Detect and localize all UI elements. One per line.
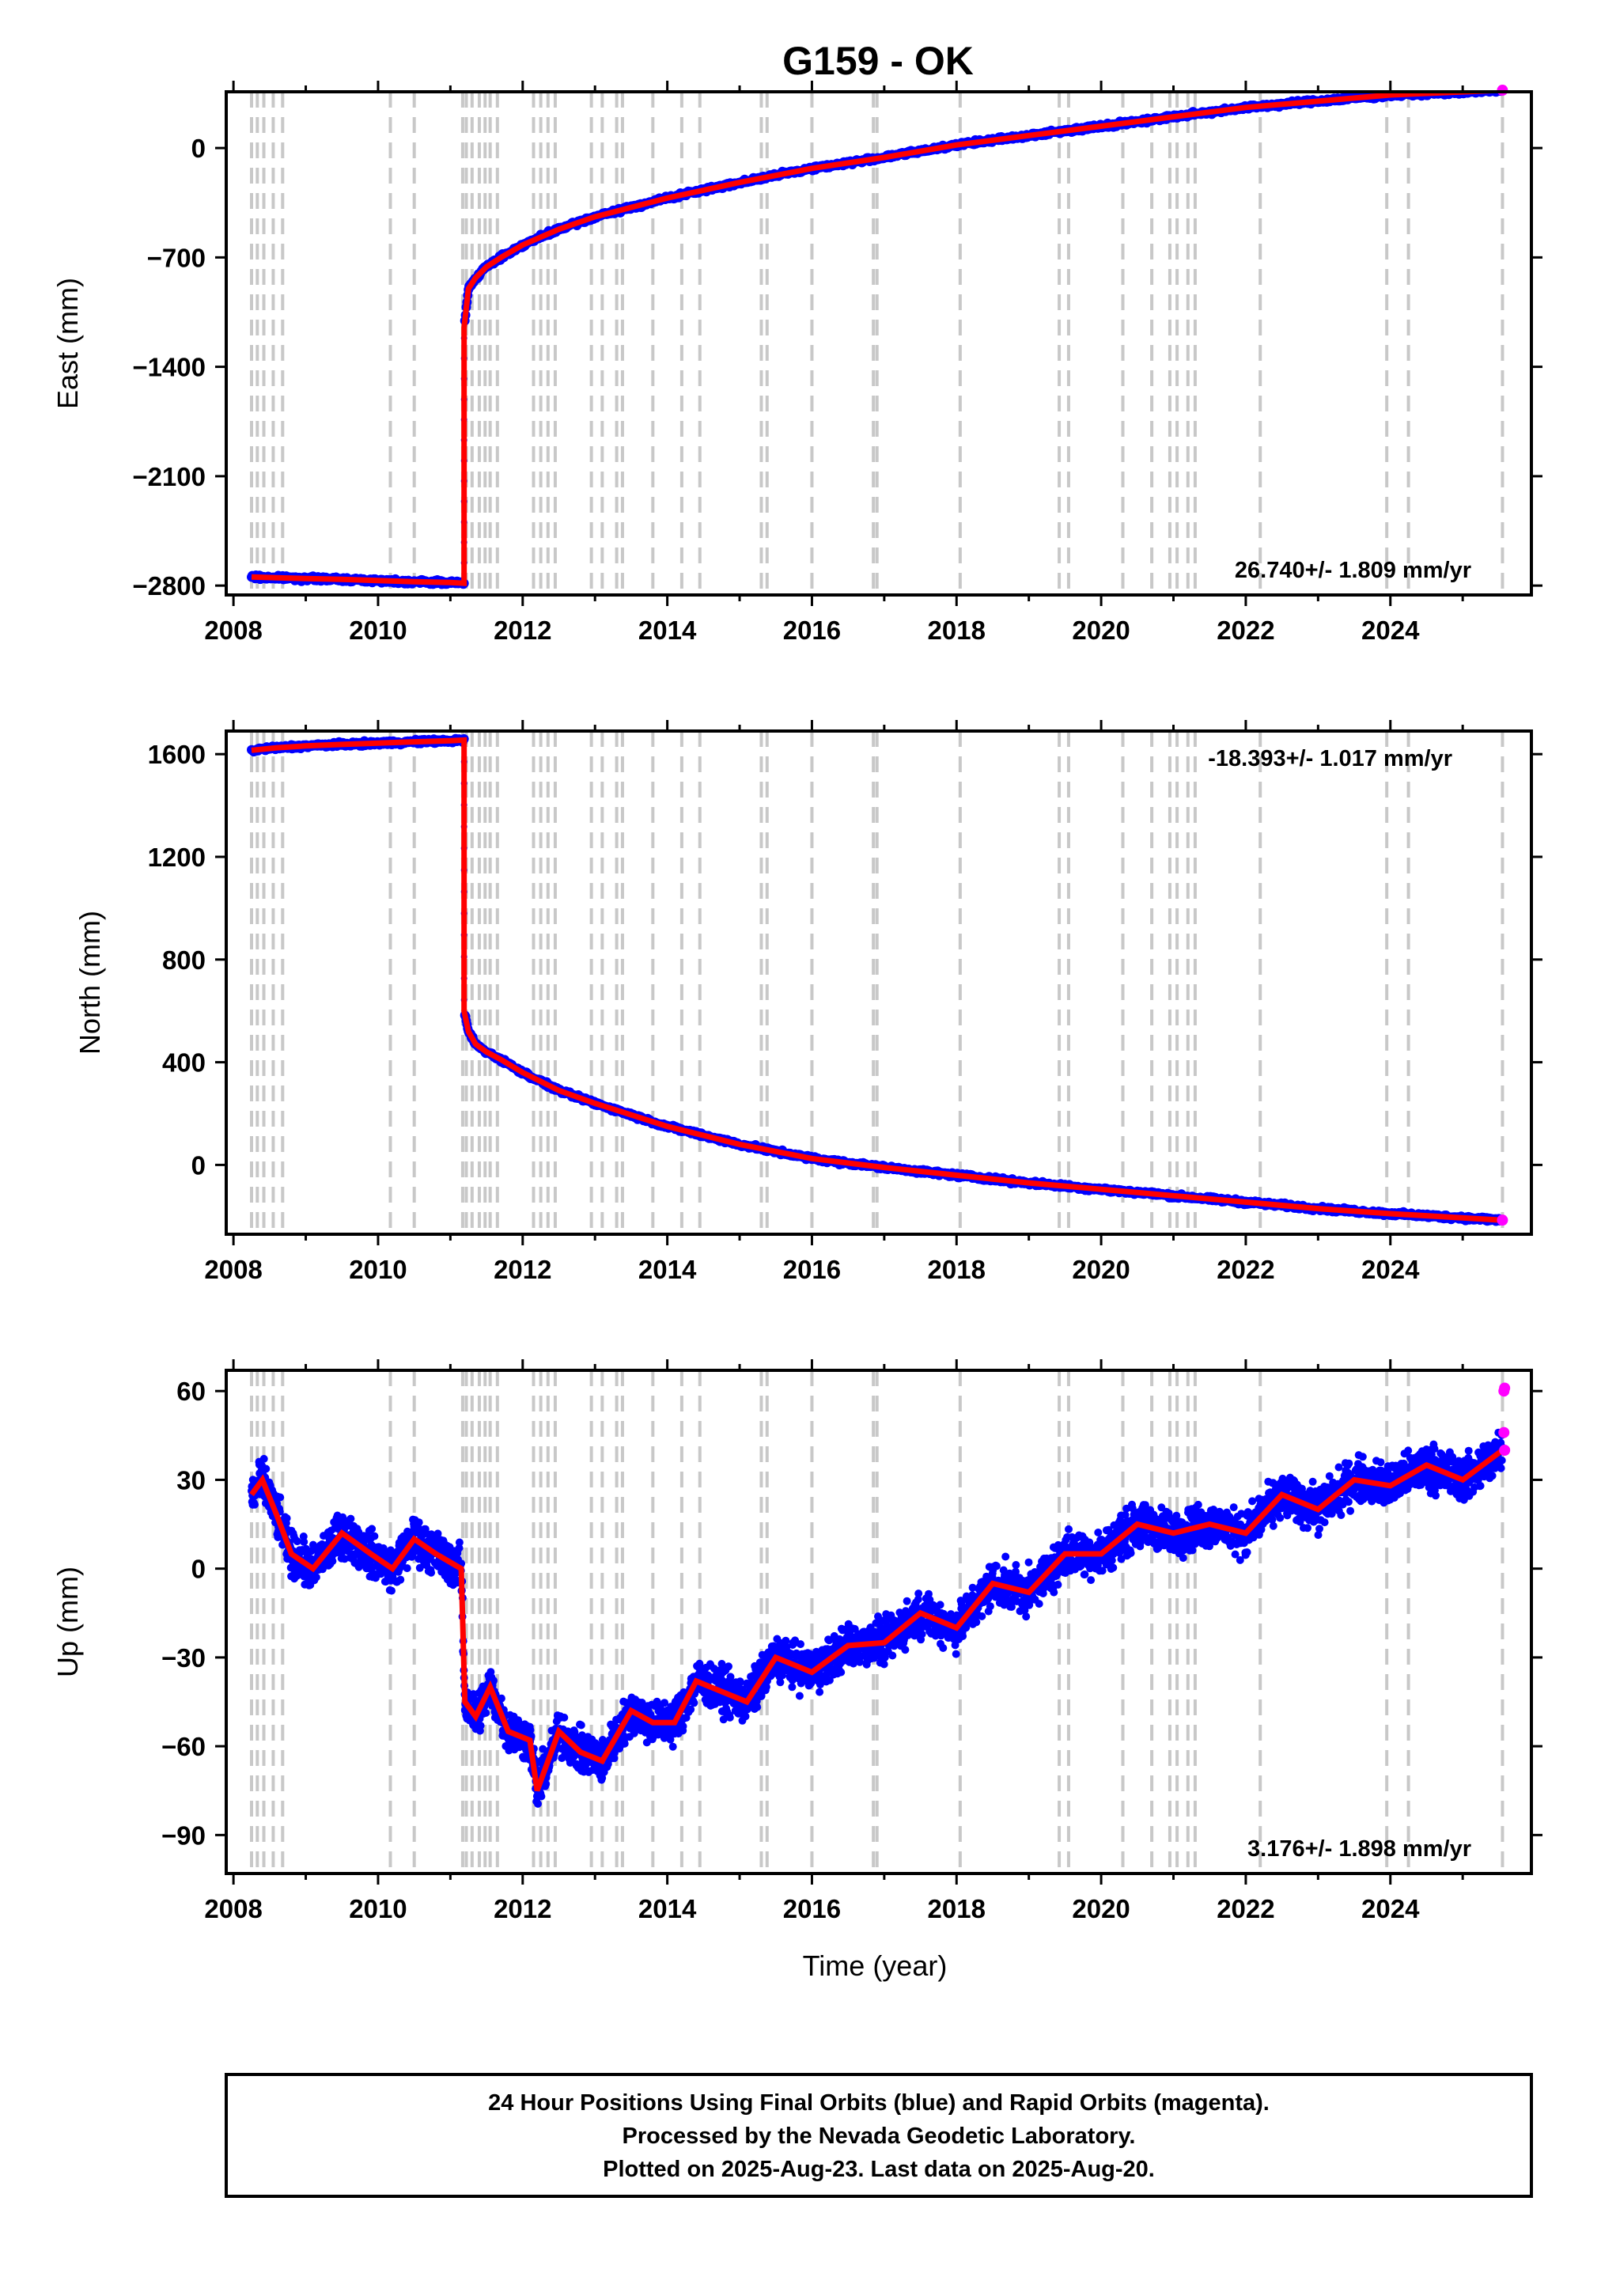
plot-frame [225,90,1533,597]
final-orbit-point [293,1537,301,1546]
y-tick-label: −2800 [132,571,206,601]
final-orbit-point [370,1532,379,1540]
final-orbit-point [368,1525,377,1533]
x-tick-label: 2022 [1217,616,1274,645]
final-orbit-point [542,1779,551,1788]
y-axis-label: North (mm) [74,911,106,1055]
x-axis: 2008 2010 2012 2014 2016 2018 2020 2022 2024 [204,81,1464,645]
y-tick-label: −2100 [132,462,206,491]
north-panel: 2008 2010 2012 2014 2016 2018 2020 2022 2024 1600… [74,720,1542,1284]
east-panel: 2008 2010 2012 2014 2016 2018 2020 2022 2024 0 −70… [51,81,1542,645]
final-orbit-point [427,1568,436,1577]
final-orbit-point [497,1694,505,1703]
final-orbit-point [415,1563,424,1572]
model-fit-line [251,737,1503,1223]
x-tick-label: 2018 [928,616,986,645]
rapid-orbit-point [1497,1214,1508,1226]
y-axis: 1600 1200 800 400 0 [148,740,1542,1180]
final-orbit-point [312,1573,320,1582]
final-orbit-point [414,1518,423,1527]
x-tick-label: 2020 [1072,616,1130,645]
final-orbit-point [276,1493,285,1502]
y-tick-label: −700 [147,243,206,272]
y-tick-label: 1600 [148,740,206,769]
y-tick-label: 0 [191,134,206,163]
final-orbit-point [300,1537,308,1546]
final-orbit-point [403,1564,411,1573]
x-tick-label: 2018 [928,1255,986,1284]
final-orbit-point [396,1575,405,1584]
event-lines [249,731,1504,1234]
x-tick-label: 2022 [1217,1255,1274,1284]
x-tick-label: 2024 [1361,616,1420,645]
final-orbit-point [534,1799,542,1808]
x-tick-label: 2020 [1072,1255,1130,1284]
x-tick-label: 2008 [204,1255,262,1284]
x-tick-label: 2012 [494,1255,551,1284]
final-orbit-point [577,1721,585,1730]
velocity-label: 26.740+/- 1.809 mm/yr [1235,558,1471,583]
final-orbit-point [482,1709,490,1717]
up-panel: 2008 2010 2012 2014 2016 2018 2020 2022 20246030… [51,1359,1542,1923]
y-tick-label: 0 [191,1150,206,1180]
final-orbit-point [259,1454,268,1463]
final-orbit-point [526,1726,535,1734]
final-orbit-point [251,1500,259,1509]
y-tick-label: −1400 [132,353,206,382]
rapid-orbit-points [1497,1214,1508,1226]
final-orbit-point [328,1557,337,1566]
final-orbit-point [427,1530,436,1539]
final-orbit-point [455,1544,464,1552]
x-tick-label: 2008 [204,616,262,645]
final-orbit-point [421,1525,430,1533]
final-orbit-point [476,1722,485,1730]
x-tick-label: 2010 [349,616,407,645]
final-orbit-point [262,1464,271,1473]
x-tick-label: 2014 [638,616,697,645]
y-tick-label: 1200 [148,843,206,872]
x-tick-label: 2016 [783,1255,841,1284]
y-tick-label: 800 [162,945,206,975]
y-axis-label: East (mm) [51,278,84,409]
final-orbit-point [560,1713,569,1722]
x-tick-label: 2012 [494,616,551,645]
plot-frame [225,729,1533,1236]
x-tick-label: 2024 [1361,1255,1420,1284]
x-axis: 2008 2010 2012 2014 2016 2018 2020 2022 2024 [204,720,1464,1284]
final-orbit-point [537,1792,546,1801]
figure-title: G159 - OK [782,39,974,83]
final-orbit-point [490,1677,498,1685]
x-tick-label: 2010 [349,1255,407,1284]
y-tick-label: 400 [162,1048,206,1078]
event-lines [249,92,1504,595]
velocity-label: -18.393+/- 1.017 mm/yr [1208,746,1452,771]
y-axis: 0 −700 −1400 −2100 −2800 [132,134,1542,601]
x-tick-label: 2016 [783,616,841,645]
final-orbit-point [455,1538,464,1547]
final-orbit-point [388,1586,396,1595]
final-orbit-point [433,1529,442,1538]
final-orbit-point [354,1563,363,1571]
model-fit-line [251,92,1503,586]
x-tick-label: 2014 [638,1255,697,1284]
final-orbit-point [346,1514,355,1523]
final-orbit-point [282,1514,291,1522]
